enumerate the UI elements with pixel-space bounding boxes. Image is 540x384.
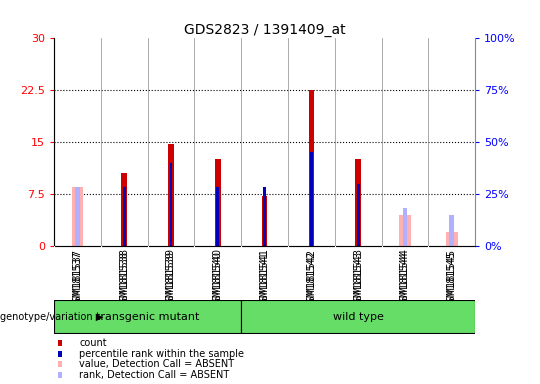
Bar [403, 208, 407, 246]
Bar [58, 340, 62, 346]
Bar [217, 187, 219, 246]
Text: GSM181543: GSM181543 [353, 251, 363, 310]
Bar [355, 159, 361, 246]
Text: GSM181540: GSM181540 [213, 251, 223, 310]
Title: GDS2823 / 1391409_at: GDS2823 / 1391409_at [184, 23, 346, 37]
Text: GSM181545: GSM181545 [447, 248, 457, 308]
Bar [308, 90, 314, 246]
Text: transgenic mutant: transgenic mutant [96, 312, 199, 322]
Bar [446, 232, 457, 246]
Bar [58, 372, 62, 378]
Text: GSM181541: GSM181541 [260, 251, 269, 310]
Text: GSM181542: GSM181542 [306, 248, 316, 308]
Bar [399, 215, 411, 246]
Text: GSM181539: GSM181539 [166, 251, 176, 310]
Bar [123, 187, 126, 246]
Text: GSM181539: GSM181539 [166, 248, 176, 308]
Bar [170, 163, 172, 246]
Bar [122, 173, 127, 246]
Text: GSM181537: GSM181537 [72, 248, 83, 308]
Text: rank, Detection Call = ABSENT: rank, Detection Call = ABSENT [79, 370, 230, 380]
Bar [168, 144, 174, 246]
Bar [263, 187, 266, 246]
Text: wild type: wild type [333, 312, 383, 322]
Bar [262, 196, 267, 246]
Bar [72, 187, 83, 246]
Text: GSM181537: GSM181537 [72, 251, 83, 310]
Bar [58, 351, 62, 357]
Text: GSM181544: GSM181544 [400, 251, 410, 310]
Text: value, Detection Call = ABSENT: value, Detection Call = ABSENT [79, 359, 234, 369]
Bar [75, 187, 80, 246]
Text: percentile rank within the sample: percentile rank within the sample [79, 349, 244, 359]
Text: GSM181541: GSM181541 [260, 248, 269, 308]
Bar [310, 152, 313, 246]
Text: GSM181538: GSM181538 [119, 251, 129, 310]
Text: GSM181544: GSM181544 [400, 248, 410, 308]
Bar [58, 361, 62, 367]
Bar [215, 159, 221, 246]
Text: GSM181545: GSM181545 [447, 251, 457, 310]
FancyBboxPatch shape [54, 300, 241, 333]
Text: GSM181543: GSM181543 [353, 248, 363, 308]
Text: GSM181542: GSM181542 [306, 251, 316, 310]
Text: GSM181540: GSM181540 [213, 248, 223, 308]
Text: GSM181538: GSM181538 [119, 248, 129, 308]
Bar [449, 215, 454, 246]
FancyBboxPatch shape [241, 300, 475, 333]
Text: count: count [79, 338, 107, 348]
Bar [357, 184, 360, 246]
Text: genotype/variation ▶: genotype/variation ▶ [0, 312, 103, 322]
